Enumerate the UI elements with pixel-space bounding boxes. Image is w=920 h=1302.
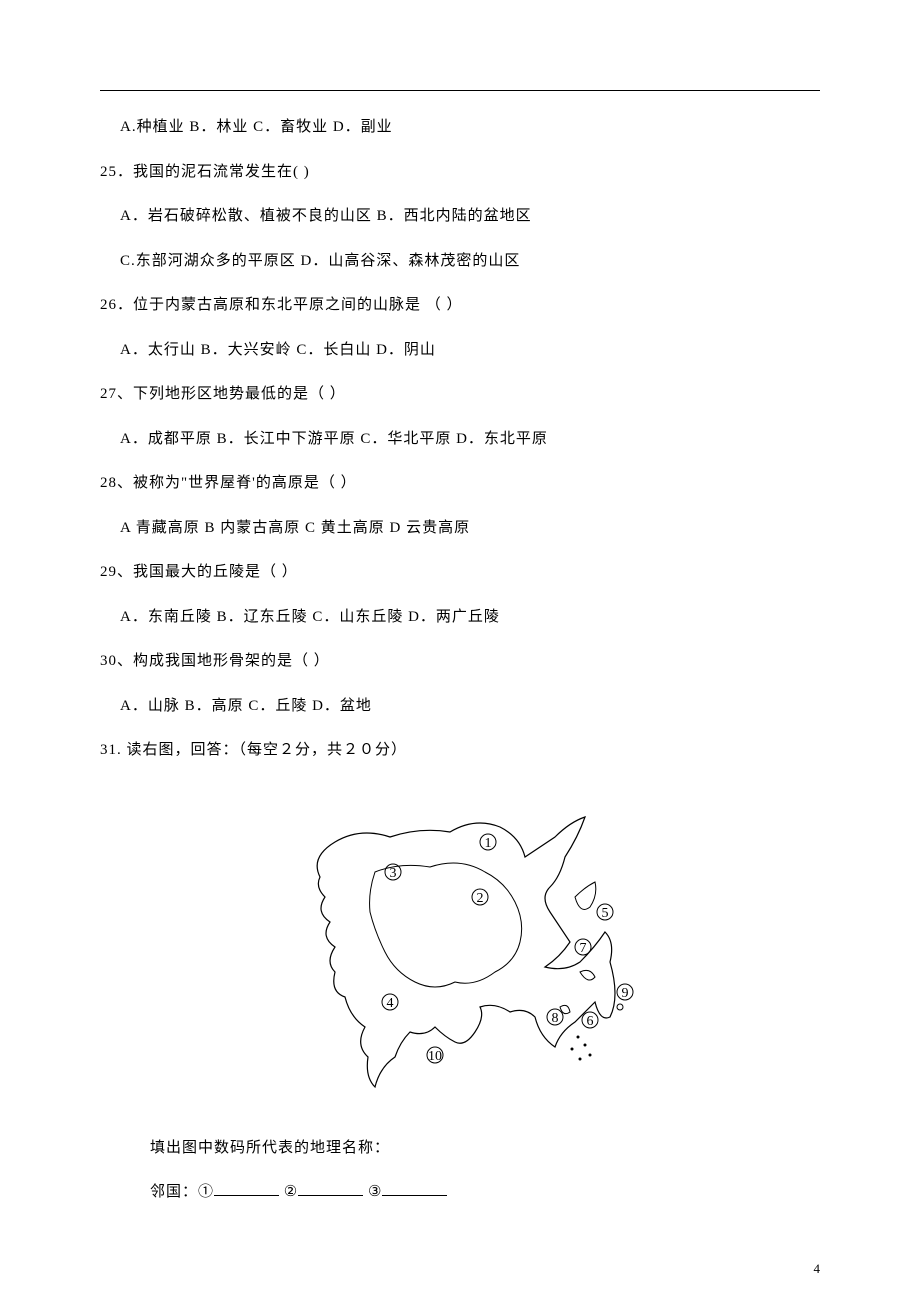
- blank-2: [298, 1181, 363, 1196]
- q29: 29、我国最大的丘陵是（ ）: [100, 561, 820, 584]
- map-label-3: 3: [390, 866, 397, 881]
- map-label-8: 8: [552, 1011, 559, 1026]
- map-label-1: 1: [485, 836, 492, 851]
- q26-opts: A．太行山 B．大兴安岭 C．长白山 D．阴山: [100, 339, 820, 362]
- map-label-2: 2: [477, 891, 484, 906]
- map-label-5: 5: [602, 906, 609, 921]
- map-label-4: 4: [387, 996, 394, 1011]
- q31-sub2: 邻国：① ② ③: [100, 1181, 820, 1204]
- q27: 27、下列地形区地势最低的是（ ）: [100, 383, 820, 406]
- sub2-prefix: 邻国：①: [150, 1184, 214, 1200]
- q28-opts: A 青藏高原 B 内蒙古高原 C 黄土高原 D 云贵高原: [100, 517, 820, 540]
- q27-opts: A．成都平原 B．长江中下游平原 C．华北平原 D．东北平原: [100, 428, 820, 451]
- q25: 25．我国的泥石流常发生在( ): [100, 161, 820, 184]
- q24-options: A.种植业 B．林业 C．畜牧业 D．副业: [100, 116, 820, 139]
- blank-3: [382, 1181, 447, 1196]
- map-label-6: 6: [587, 1014, 594, 1029]
- q25-opts-b: C.东部河湖众多的平原区 D．山高谷深、森林茂密的山区: [100, 250, 820, 273]
- q25-opts-a: A．岩石破碎松散、植被不良的山区 B．西北内陆的盆地区: [100, 205, 820, 228]
- q28: 28、被称为"世界屋脊'的高原是（ ）: [100, 472, 820, 495]
- q30-opts: A．山脉 B．高原 C．丘陵 D．盆地: [100, 695, 820, 718]
- blank-1: [214, 1181, 279, 1196]
- page-number: 4: [814, 1261, 821, 1277]
- map-sketch: 1 3 2 4 5 7 8 6 9 10: [280, 787, 640, 1107]
- map-label-7: 7: [580, 941, 587, 956]
- sub2-mid1: ②: [279, 1184, 298, 1200]
- q26: 26．位于内蒙古高原和东北平原之间的山脉是 （ ）: [100, 294, 820, 317]
- q29-opts: A．东南丘陵 B．辽东丘陵 C．山东丘陵 D．两广丘陵: [100, 606, 820, 629]
- q31-sub1: 填出图中数码所代表的地理名称：: [100, 1137, 820, 1160]
- header-rule: [100, 90, 820, 91]
- map-container: 1 3 2 4 5 7 8 6 9 10: [100, 787, 820, 1107]
- q30: 30、构成我国地形骨架的是（ ）: [100, 650, 820, 673]
- q31: 31. 读右图，回答：（每空２分，共２０分）: [100, 739, 820, 762]
- sub2-mid2: ③: [363, 1184, 382, 1200]
- map-label-10: 10: [428, 1049, 442, 1064]
- map-label-9: 9: [622, 986, 629, 1001]
